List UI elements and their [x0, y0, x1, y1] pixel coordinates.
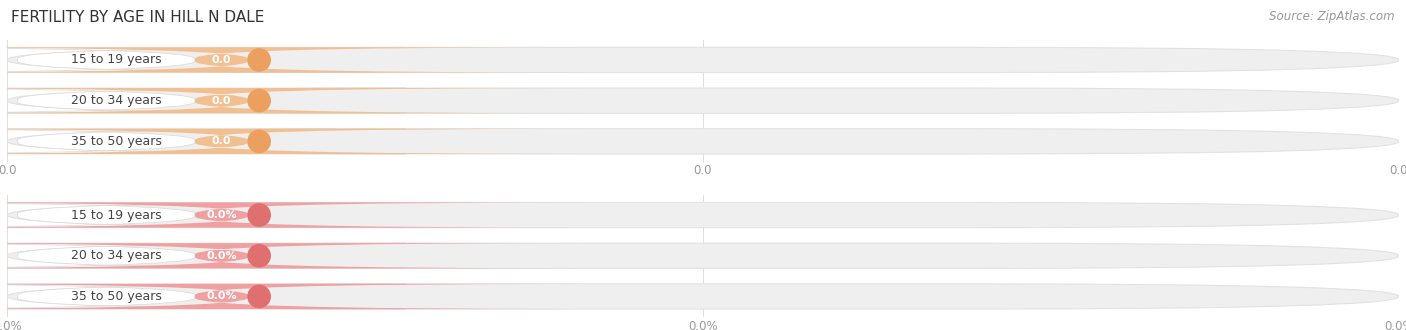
FancyBboxPatch shape: [7, 88, 1399, 113]
FancyBboxPatch shape: [0, 284, 406, 309]
Text: 15 to 19 years: 15 to 19 years: [72, 53, 162, 66]
FancyBboxPatch shape: [0, 202, 583, 228]
Ellipse shape: [247, 48, 271, 72]
FancyBboxPatch shape: [0, 243, 583, 268]
Text: 35 to 50 years: 35 to 50 years: [72, 290, 162, 303]
Text: 0.0: 0.0: [212, 136, 231, 146]
FancyBboxPatch shape: [0, 243, 406, 268]
FancyBboxPatch shape: [0, 129, 583, 154]
Text: 0.0%: 0.0%: [207, 291, 236, 301]
Ellipse shape: [247, 129, 271, 153]
Ellipse shape: [247, 203, 271, 227]
FancyBboxPatch shape: [7, 284, 1399, 309]
Text: 15 to 19 years: 15 to 19 years: [72, 209, 162, 221]
Text: FERTILITY BY AGE IN HILL N DALE: FERTILITY BY AGE IN HILL N DALE: [11, 10, 264, 25]
Text: Source: ZipAtlas.com: Source: ZipAtlas.com: [1270, 10, 1395, 23]
Text: 20 to 34 years: 20 to 34 years: [72, 94, 162, 107]
FancyBboxPatch shape: [0, 88, 583, 113]
FancyBboxPatch shape: [0, 47, 583, 73]
Text: 0.0: 0.0: [212, 96, 231, 106]
Text: 0.0%: 0.0%: [207, 251, 236, 261]
Ellipse shape: [247, 244, 271, 268]
FancyBboxPatch shape: [0, 47, 406, 73]
FancyBboxPatch shape: [0, 284, 583, 309]
Text: 0.0%: 0.0%: [207, 210, 236, 220]
Text: 35 to 50 years: 35 to 50 years: [72, 135, 162, 148]
Text: 0.0: 0.0: [212, 55, 231, 65]
FancyBboxPatch shape: [7, 129, 1399, 154]
FancyBboxPatch shape: [7, 47, 1399, 73]
FancyBboxPatch shape: [7, 243, 1399, 268]
FancyBboxPatch shape: [7, 202, 1399, 228]
FancyBboxPatch shape: [0, 88, 406, 113]
FancyBboxPatch shape: [0, 129, 406, 154]
FancyBboxPatch shape: [0, 202, 406, 228]
Ellipse shape: [247, 284, 271, 308]
Text: 20 to 34 years: 20 to 34 years: [72, 249, 162, 262]
Ellipse shape: [247, 89, 271, 113]
